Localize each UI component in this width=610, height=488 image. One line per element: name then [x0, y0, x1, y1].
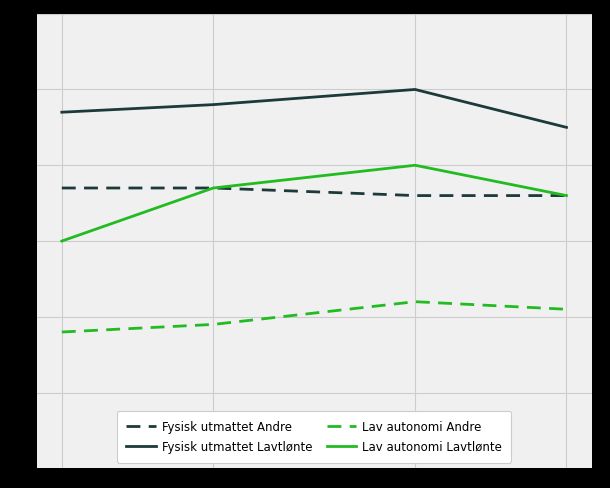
Lav autonomi Lavtlønte	[210, 186, 217, 192]
Fysisk utmattet Lavtlønte	[58, 110, 65, 116]
Lav autonomi Andre	[411, 299, 418, 305]
Legend: Fysisk utmattet Andre, Fysisk utmattet Lavtlønte, Lav autonomi Andre, Lav autono: Fysisk utmattet Andre, Fysisk utmattet L…	[117, 411, 511, 463]
Lav autonomi Lavtlønte	[58, 239, 65, 244]
Fysisk utmattet Andre	[58, 186, 65, 192]
Fysisk utmattet Lavtlønte	[411, 87, 418, 93]
Line: Fysisk utmattet Andre: Fysisk utmattet Andre	[62, 189, 567, 196]
Fysisk utmattet Lavtlønte	[563, 125, 570, 131]
Fysisk utmattet Andre	[210, 186, 217, 192]
Lav autonomi Andre	[210, 322, 217, 328]
Lav autonomi Andre	[58, 329, 65, 335]
Fysisk utmattet Andre	[563, 193, 570, 199]
Line: Lav autonomi Lavtlønte: Lav autonomi Lavtlønte	[62, 166, 567, 242]
Fysisk utmattet Lavtlønte	[210, 102, 217, 108]
Fysisk utmattet Andre	[411, 193, 418, 199]
Line: Fysisk utmattet Lavtlønte: Fysisk utmattet Lavtlønte	[62, 90, 567, 128]
Lav autonomi Lavtlønte	[411, 163, 418, 169]
Line: Lav autonomi Andre: Lav autonomi Andre	[62, 302, 567, 332]
Lav autonomi Andre	[563, 307, 570, 313]
Lav autonomi Lavtlønte	[563, 193, 570, 199]
